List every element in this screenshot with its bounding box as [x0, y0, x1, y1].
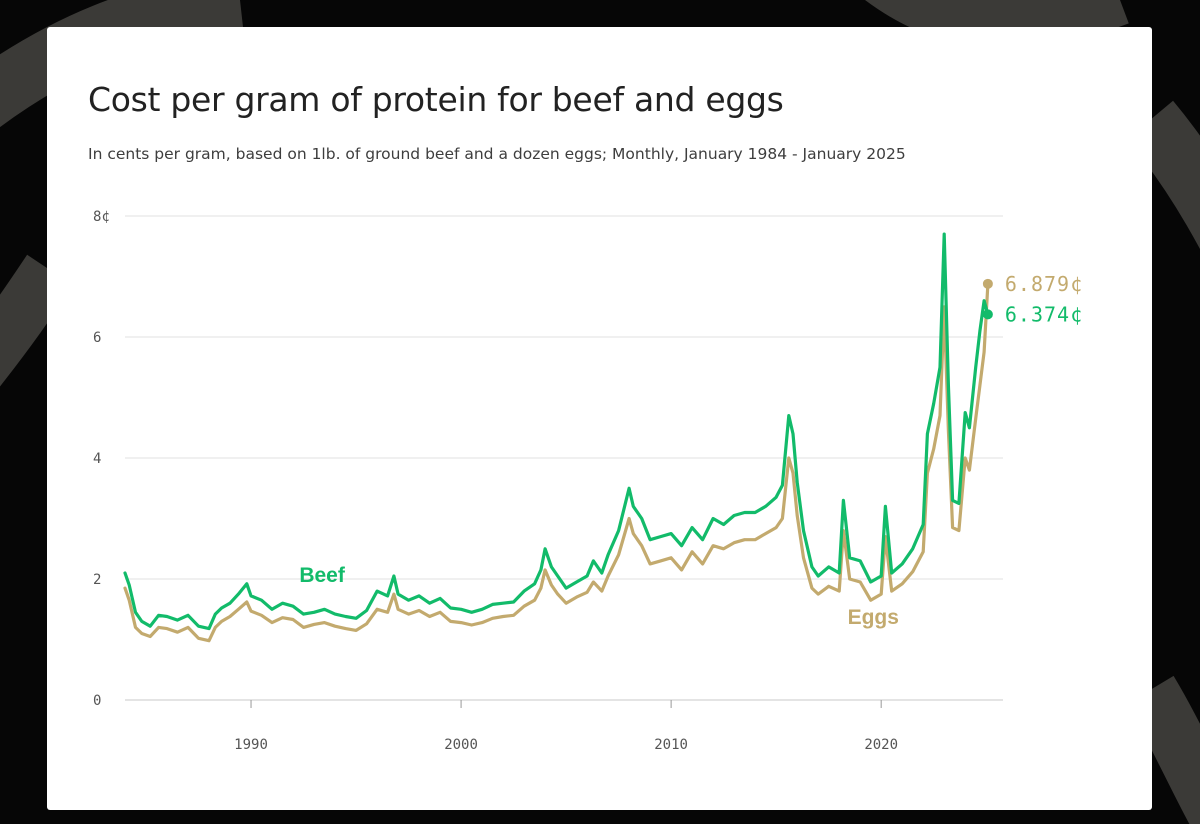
x-tick-label: 2010	[654, 737, 688, 753]
chart-title: Cost per gram of protein for beef and eg…	[88, 80, 784, 119]
y-tick-label: 6	[93, 330, 101, 346]
y-tick-label: 8¢	[93, 209, 110, 225]
y-tick-label: 0	[93, 693, 101, 709]
x-tick-label: 2020	[864, 737, 898, 753]
end-value-label-eggs: 6.879¢	[1005, 272, 1083, 296]
y-tick-label: 2	[93, 572, 101, 588]
end-value-label-beef: 6.374¢	[1005, 302, 1083, 326]
x-tick-label: 1990	[234, 737, 268, 753]
series-line-beef	[123, 232, 990, 631]
series-line-eggs	[123, 282, 990, 643]
series-annotation-beef: Beef	[299, 564, 346, 587]
end-point-beef	[982, 309, 993, 320]
series-annotation-eggs: Eggs	[848, 606, 899, 629]
end-point-eggs	[982, 278, 993, 289]
y-tick-label: 4	[93, 451, 101, 467]
chart-subtitle: In cents per gram, based on 1lb. of grou…	[88, 145, 906, 163]
x-tick-label: 2000	[444, 737, 478, 753]
